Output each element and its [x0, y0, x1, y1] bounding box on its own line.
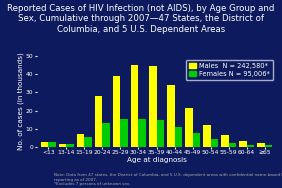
Bar — [229, 143, 236, 147]
Bar — [221, 135, 229, 147]
Bar — [247, 145, 254, 147]
Bar — [84, 137, 92, 147]
Text: Reported Cases of HIV Infection (not AIDS), by Age Group and
Sex, Cumulative thr: Reported Cases of HIV Infection (not AID… — [7, 4, 275, 34]
Legend: Males  N = 242,580*, Females N = 95,006*: Males N = 242,580*, Females N = 95,006* — [186, 60, 273, 80]
Text: Note: Data from 47 states, the District of Columbia, and 5 U.S. dependent areas : Note: Data from 47 states, the District … — [54, 173, 282, 186]
Bar — [66, 144, 74, 147]
Bar — [77, 134, 84, 147]
Bar — [167, 85, 175, 147]
Bar — [193, 133, 200, 147]
Bar — [49, 142, 56, 147]
Bar — [59, 144, 66, 147]
X-axis label: Age at diagnosis: Age at diagnosis — [127, 156, 186, 162]
Bar — [102, 123, 110, 147]
Y-axis label: No. of cases (in thousands): No. of cases (in thousands) — [18, 53, 24, 150]
Bar — [149, 66, 157, 147]
Bar — [239, 141, 247, 147]
Bar — [203, 125, 211, 147]
Bar — [265, 145, 272, 147]
Bar — [185, 108, 193, 147]
Bar — [257, 143, 265, 147]
Bar — [113, 76, 120, 147]
Bar — [95, 96, 102, 147]
Bar — [157, 121, 164, 147]
Bar — [120, 119, 128, 147]
Bar — [131, 64, 138, 147]
Bar — [211, 139, 218, 147]
Bar — [138, 119, 146, 147]
Bar — [41, 142, 49, 147]
Bar — [175, 127, 182, 147]
